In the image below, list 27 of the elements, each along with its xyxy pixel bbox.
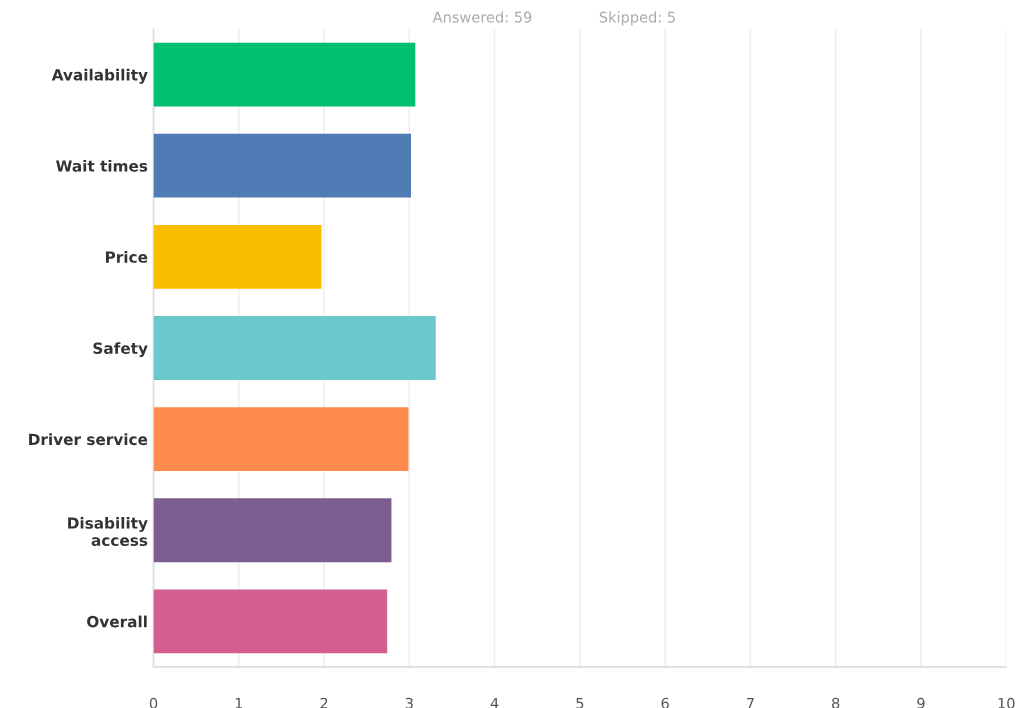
x-tick-label: 0	[149, 697, 158, 708]
y-tick-label: Price	[105, 251, 148, 263]
y-tick-label: Driver service	[29, 433, 148, 446]
y-tick-label: Availability	[51, 68, 148, 84]
bar	[153, 42, 416, 107]
x-tick-label: 2	[320, 697, 328, 708]
x-tick-label: 4	[490, 697, 499, 708]
bar	[153, 224, 322, 289]
y-tick-label: Safety	[93, 342, 148, 358]
bar	[153, 407, 409, 472]
x-tick-label: 8	[832, 697, 840, 708]
bar	[153, 589, 388, 654]
y-tick-label: Wait times	[56, 159, 148, 172]
x-tick-label: 9	[917, 697, 925, 708]
bar	[153, 133, 412, 198]
bar	[153, 498, 392, 563]
x-tick-label: 5	[576, 697, 584, 708]
x-tick-label: 1	[235, 697, 243, 708]
x-tick-label: 3	[405, 697, 413, 708]
y-tick-label: Disability access	[68, 516, 148, 547]
bar	[153, 316, 436, 380]
text: Answered: 59	[432, 11, 532, 23]
x-tick-label: 10	[998, 697, 1015, 708]
text: Skipped: 5	[599, 11, 675, 26]
y-tick-label: Overall	[87, 615, 147, 628]
x-tick-label: 7	[746, 697, 754, 708]
x-tick-label: 6	[661, 697, 669, 708]
